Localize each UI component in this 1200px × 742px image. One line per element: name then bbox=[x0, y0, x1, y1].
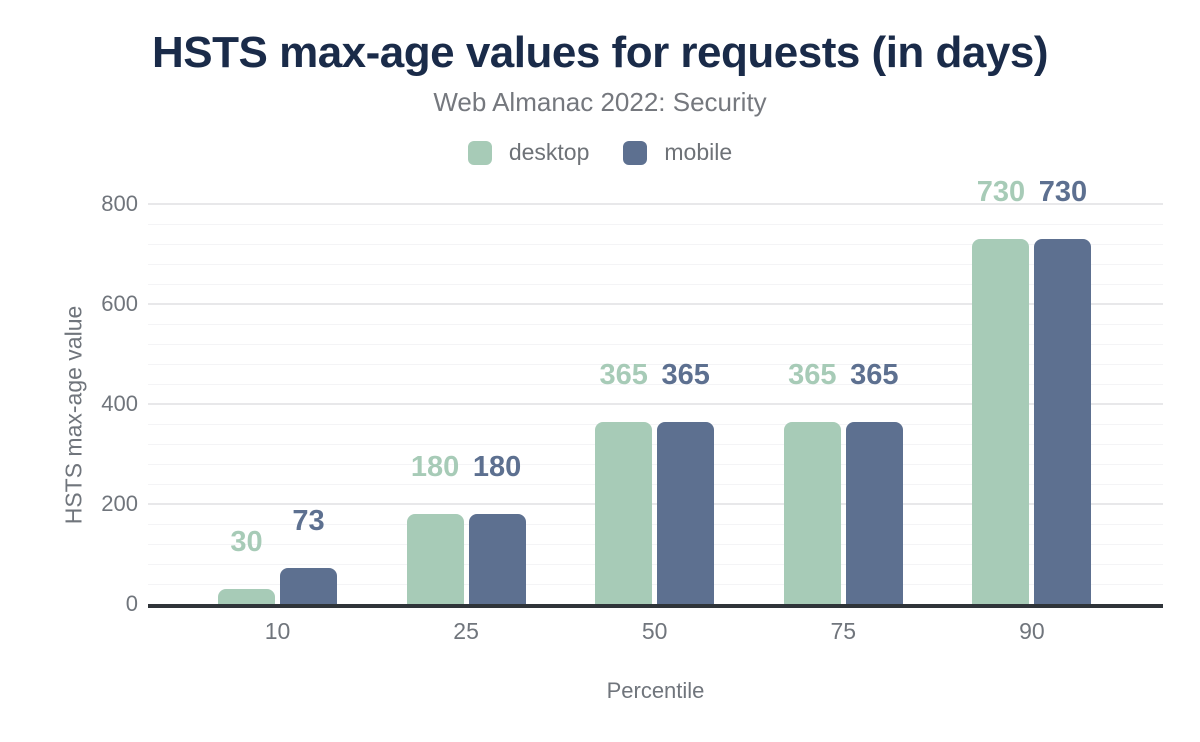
major-gridline bbox=[148, 403, 1163, 405]
bar-value-label-desktop-p75: 365 bbox=[788, 358, 837, 391]
legend: desktop mobile bbox=[0, 139, 1200, 166]
minor-gridline bbox=[148, 264, 1163, 265]
bar-value-label-mobile-p50: 365 bbox=[661, 358, 710, 391]
minor-gridline bbox=[148, 384, 1163, 385]
minor-gridline bbox=[148, 444, 1163, 445]
minor-gridline bbox=[148, 524, 1163, 525]
minor-gridline bbox=[148, 564, 1163, 565]
minor-gridline bbox=[148, 424, 1163, 425]
bar-mobile-p10 bbox=[280, 567, 337, 604]
bar-mobile-p50 bbox=[657, 421, 715, 604]
bar-value-label-desktop-p90: 730 bbox=[976, 176, 1026, 208]
x-tick-50: 50 bbox=[641, 618, 668, 644]
y-tick-400: 400 bbox=[101, 391, 138, 416]
bar-desktop-p50 bbox=[595, 421, 653, 604]
y-axis-title: HSTS max-age value bbox=[60, 305, 87, 525]
minor-gridline bbox=[148, 244, 1163, 245]
bar-mobile-p25 bbox=[468, 514, 526, 604]
x-tick-25: 25 bbox=[453, 618, 479, 644]
bar-mobile-p90 bbox=[1034, 239, 1092, 604]
bar-desktop-p10 bbox=[218, 589, 275, 604]
x-tick-10: 10 bbox=[264, 618, 291, 644]
legend-item-mobile[interactable]: mobile bbox=[623, 139, 732, 166]
chart-title: HSTS max-age values for requests (in day… bbox=[152, 28, 1048, 77]
x-tick-90: 90 bbox=[1019, 618, 1045, 644]
desktop-series-swatch-icon bbox=[467, 140, 492, 165]
bar-value-label-desktop-p50: 365 bbox=[599, 358, 648, 391]
major-gridline bbox=[148, 503, 1163, 505]
bar-value-label-desktop-p25: 180 bbox=[410, 451, 460, 483]
minor-gridline bbox=[148, 284, 1163, 285]
bar-value-label-mobile-p75: 365 bbox=[850, 358, 899, 391]
bar-desktop-p25 bbox=[406, 514, 464, 604]
chart-subtitle: Web Almanac 2022: Security bbox=[433, 87, 767, 117]
y-tick-200: 200 bbox=[101, 491, 138, 516]
bar-value-label-mobile-p90: 730 bbox=[1038, 176, 1088, 208]
minor-gridline bbox=[148, 224, 1163, 225]
x-axis-line bbox=[148, 604, 1163, 608]
bar-mobile-p75 bbox=[845, 421, 903, 604]
minor-gridline bbox=[148, 584, 1163, 585]
y-tick-800: 800 bbox=[101, 191, 138, 216]
minor-gridline bbox=[148, 544, 1163, 545]
minor-gridline bbox=[148, 484, 1163, 485]
major-gridline bbox=[148, 303, 1163, 305]
x-tick-75: 75 bbox=[830, 618, 857, 644]
y-tick-600: 600 bbox=[101, 291, 138, 316]
bar-value-label-mobile-p25: 180 bbox=[472, 451, 522, 483]
y-tick-0: 0 bbox=[125, 591, 138, 616]
bar-value-label-desktop-p10: 30 bbox=[230, 526, 263, 558]
bar-desktop-p75 bbox=[783, 421, 841, 604]
minor-gridline bbox=[148, 464, 1163, 465]
legend-label-desktop: desktop bbox=[508, 139, 590, 165]
legend-label-mobile: mobile bbox=[664, 139, 733, 165]
bar-desktop-p90 bbox=[972, 239, 1030, 604]
bar-value-label-mobile-p10: 73 bbox=[292, 504, 325, 537]
minor-gridline bbox=[148, 344, 1163, 345]
legend-item-desktop[interactable]: desktop bbox=[467, 139, 590, 166]
minor-gridline bbox=[148, 364, 1163, 365]
mobile-series-swatch-icon bbox=[623, 140, 648, 165]
minor-gridline bbox=[148, 324, 1163, 325]
x-axis-title: Percentile bbox=[606, 678, 705, 703]
major-gridline bbox=[148, 203, 1163, 205]
